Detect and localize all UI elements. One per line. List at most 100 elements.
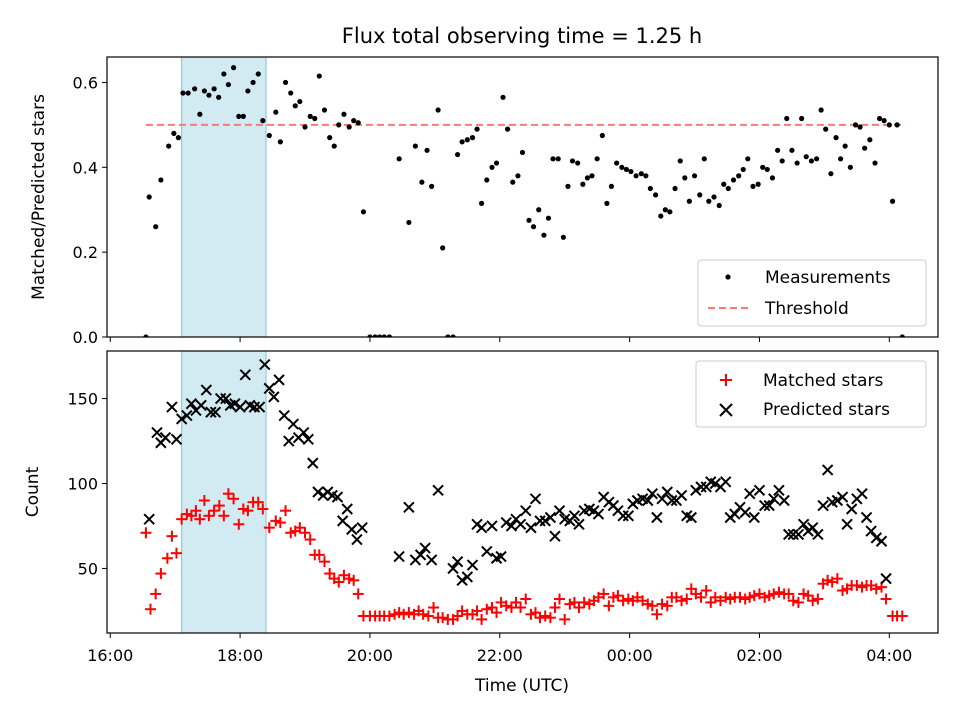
matched-star-point [218, 510, 230, 522]
y-tick-label: 100 [67, 475, 98, 494]
measurement-point [260, 118, 266, 124]
legend-marker-measurements [725, 274, 731, 280]
predicted-star-point [451, 555, 464, 568]
measurement-point [292, 103, 298, 109]
measurement-point [779, 158, 785, 164]
count-panel: 50 100 150 16:00 18:00 20:00 22:00 00:00 02:00 04… [23, 350, 939, 696]
x-tick-label: 02:00 [736, 646, 782, 665]
measurement-point [236, 113, 242, 119]
predicted-star-point [351, 533, 363, 546]
matched-star-point [398, 608, 410, 620]
matched-star-point [471, 605, 483, 617]
predicted-star-point [695, 481, 707, 493]
ratio-y-axis-label: Matched/Predicted stars [29, 94, 49, 300]
matched-star-point [213, 500, 225, 512]
matched-star-point [476, 613, 488, 625]
measurement-point [316, 73, 322, 79]
measurement-point [701, 156, 707, 162]
predicted-star-point [520, 504, 532, 517]
measurement-point [201, 88, 207, 94]
measurement-point [686, 198, 692, 204]
predicted-star-point [529, 493, 542, 505]
measurement-point [381, 334, 387, 337]
predicted-star-point [592, 508, 605, 520]
measurement-point [789, 147, 795, 153]
predicted-star-point [836, 491, 849, 503]
matched-star-point [539, 610, 551, 622]
predicted-star-point [170, 433, 183, 446]
predicted-star-point [278, 409, 290, 422]
matched-star-point [831, 573, 843, 585]
matched-star-point [403, 607, 415, 619]
legend-label-threshold: Threshold [764, 299, 849, 319]
predicted-star-point [302, 433, 314, 446]
predicted-star-point [253, 401, 266, 413]
predicted-star-point [273, 374, 285, 386]
matched-star-point [748, 590, 760, 602]
measurement-point [185, 90, 191, 96]
matched-star-point [263, 522, 275, 534]
predicted-star-point [205, 406, 217, 418]
matched-star-point [578, 596, 590, 608]
predicted-star-point [229, 397, 241, 410]
predicted-star-point [817, 499, 829, 512]
measurement-point [706, 198, 712, 204]
matched-star-point [313, 549, 325, 561]
predicted-star-point [865, 525, 877, 537]
predicted-star-point [220, 392, 232, 405]
measurement-point [493, 160, 500, 166]
predicted-star-point [514, 518, 527, 530]
matched-star-point [233, 518, 245, 530]
measurement-point [647, 185, 653, 192]
matched-star-point [681, 593, 693, 605]
legend-label-matched: Matched stars [763, 371, 883, 391]
measurement-point [146, 194, 152, 200]
predicted-star-point [748, 511, 760, 524]
matched-star-point [676, 595, 688, 607]
matched-star-point [304, 534, 316, 546]
predicted-star-point [768, 493, 780, 505]
measurement-point [818, 107, 824, 113]
matched-star-point [515, 602, 527, 614]
matched-star-point [603, 600, 615, 612]
predicted-star-point [447, 562, 459, 575]
legend-marker-matched [720, 374, 732, 386]
measurement-point [565, 183, 571, 189]
matched-star-point [194, 513, 206, 525]
legend-label-predicted: Predicted stars [763, 400, 890, 420]
y-tick-label: 0.6 [73, 73, 98, 92]
matched-star-point [646, 600, 658, 612]
matched-star-point [783, 588, 795, 600]
measurement-point [478, 200, 485, 206]
matched-star-point [554, 593, 566, 605]
matched-star-point [252, 496, 264, 508]
matched-star-point [242, 505, 254, 517]
predicted-star-point [675, 489, 688, 502]
measurement-point [750, 183, 756, 189]
measurement-point [667, 209, 673, 215]
matched-star-point [534, 612, 546, 624]
measurement-point [842, 143, 848, 149]
measurement-point [862, 145, 868, 151]
measurement-point [691, 173, 698, 179]
predicted-star-point [797, 518, 810, 530]
predicted-star-point [356, 521, 368, 534]
measurement-point [372, 334, 378, 337]
measurement-point [355, 120, 361, 126]
predicted-star-point [209, 406, 222, 418]
matched-star-point [422, 610, 434, 622]
measurement-point [745, 156, 751, 162]
predicted-star-point [481, 545, 493, 558]
matched-star-point [612, 590, 624, 602]
predicted-star-point [782, 528, 795, 541]
predicted-star-point [263, 382, 276, 395]
predicted-star-point [729, 508, 741, 520]
predicted-star-point [831, 494, 844, 507]
predicted-star-point [181, 409, 193, 422]
observing-window-shade [181, 351, 267, 633]
predicted-star-point [336, 515, 349, 527]
measurement-point [697, 192, 703, 198]
measurement-point [799, 115, 805, 122]
matched-star-point [520, 593, 532, 605]
predicted-star-point [175, 413, 188, 425]
